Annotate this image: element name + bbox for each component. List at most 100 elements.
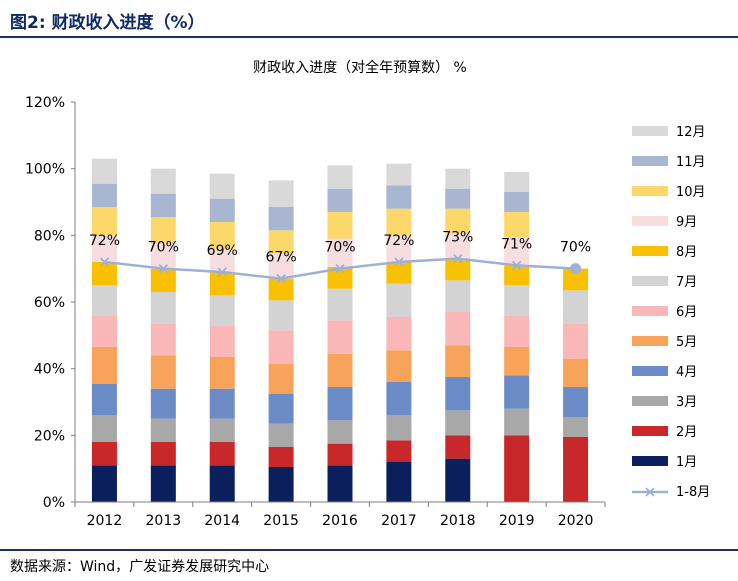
x-tick-label: 2012 [87,513,123,529]
bar-segment [445,258,471,281]
bar-segment [386,440,412,462]
bar-segment [268,447,294,467]
bar-segment [445,410,471,436]
bar-segment [504,265,530,286]
bar-segment [445,168,471,189]
bar-segment [504,375,530,409]
bar-segment [327,212,353,239]
chart-canvas: 财政收入进度（对全年预算数） % 0%20%40%60%80%100%120% … [25,59,710,529]
figure-label: 图2: [10,13,46,33]
bar-segment [150,193,176,217]
bar-segment [386,382,412,416]
line-point [394,257,404,267]
legend-swatch [632,186,668,196]
legend-label: 1-8月 [676,485,710,500]
bar-segment [268,393,294,424]
bar-segment [563,323,589,359]
legend-swatch [632,126,668,136]
bar-segment [327,420,353,444]
source-note: 数据来源：Wind，广发证券发展研究中心 [10,559,270,575]
legend-swatch [632,426,668,436]
bar-segment [386,185,412,209]
bar-segment [504,285,530,316]
bar-segment [209,173,235,199]
bar-segment [209,272,235,296]
bar-segment [91,207,117,236]
bar-segment [150,323,176,356]
bar-segment [504,172,530,192]
legend-label: 2月 [676,425,697,440]
bar-segment [327,387,353,421]
bar-segment [150,292,176,324]
bar-segment [504,192,530,212]
bar-segment [563,387,589,417]
bar-segment [563,417,589,437]
figure-title-text: 财政收入进度（%） [51,13,205,33]
bar-segment [386,317,412,351]
bar-segment [386,283,412,317]
x-tick-label: 2013 [146,513,182,529]
line-data-label: 72% [89,233,120,249]
bar-segment [445,280,471,312]
line-data-label: 69% [207,243,238,259]
bottom-divider [0,549,738,551]
bar-segment [150,355,176,389]
line-point [570,263,582,275]
bar-segment [504,237,530,266]
legend-label: 1月 [676,455,697,470]
bar-segment [268,180,294,207]
bar-segment [268,207,294,231]
bar-segment [91,415,117,442]
legend-swatch [632,306,668,316]
bar-segment [386,350,412,382]
bar-segment [327,267,353,289]
x-tick-label: 2020 [558,513,594,529]
x-axis: 2012 2013 2014 2015 2016 2017 2018 2019 2020 [74,501,606,529]
bar-segment [150,243,176,269]
line-data-label: 67% [266,250,297,266]
legend-item: 8月 [632,245,697,260]
bar-segment [445,188,471,209]
legend-item: 10月 [632,185,706,200]
line-point [99,257,110,267]
bar-segment [563,268,589,291]
y-tick-label: 0% [43,495,65,511]
bar-segment [445,435,471,459]
bar-segment [445,377,471,411]
bar-segment [386,208,412,236]
line-marker-stroke [158,264,168,274]
y-tick-label: 60% [34,295,65,311]
line-series: 72% 70% 69% 67% 70% 72% 73% 71% 70% [89,230,591,284]
bar-segment [91,158,117,184]
bar-segment [209,248,235,272]
bar-segment [386,235,412,262]
bar-segment [91,347,117,384]
bar-segment [209,357,235,389]
bar-segment [209,418,235,442]
bar-segment [268,423,294,447]
legend-swatch [632,156,668,166]
y-tick-label: 40% [34,362,65,378]
bar-segment [386,262,412,284]
legend-label: 5月 [676,335,697,350]
bar-segment [209,442,235,466]
y-axis: 0% 20% 40% 60% 80% 100% 120% [25,95,76,511]
legend-label: 11月 [676,155,706,170]
x-tick-label: 2014 [204,513,240,529]
bar-segment [268,230,294,254]
bar-segment [91,183,117,207]
legend-label: 8月 [676,245,697,260]
bar-segment [150,465,176,502]
bar-segment [91,285,117,316]
line-marker-stroke [99,257,110,267]
legend-swatch [632,396,668,406]
bar-segment [268,253,294,279]
line-point [335,264,345,274]
line-data-label: 70% [324,240,355,256]
chart-title: 财政收入进度（对全年预算数） % [253,59,467,76]
legend-label: 9月 [676,215,697,230]
line-marker-stroke [276,274,286,284]
line-point [453,254,463,264]
x-tick-label: 2016 [322,513,358,529]
x-tick-label: 2019 [499,513,535,529]
